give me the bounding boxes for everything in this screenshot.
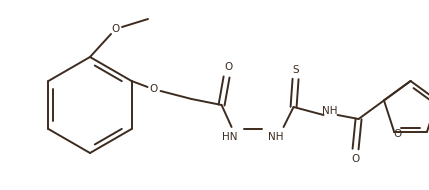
Text: HN: HN bbox=[222, 132, 237, 142]
Text: O: O bbox=[149, 84, 158, 94]
Text: NH: NH bbox=[322, 106, 337, 116]
Text: O: O bbox=[224, 62, 233, 72]
Text: S: S bbox=[292, 65, 299, 75]
Text: O: O bbox=[393, 129, 401, 139]
Text: NH: NH bbox=[268, 132, 283, 142]
Text: O: O bbox=[112, 24, 120, 34]
Text: O: O bbox=[351, 154, 360, 164]
